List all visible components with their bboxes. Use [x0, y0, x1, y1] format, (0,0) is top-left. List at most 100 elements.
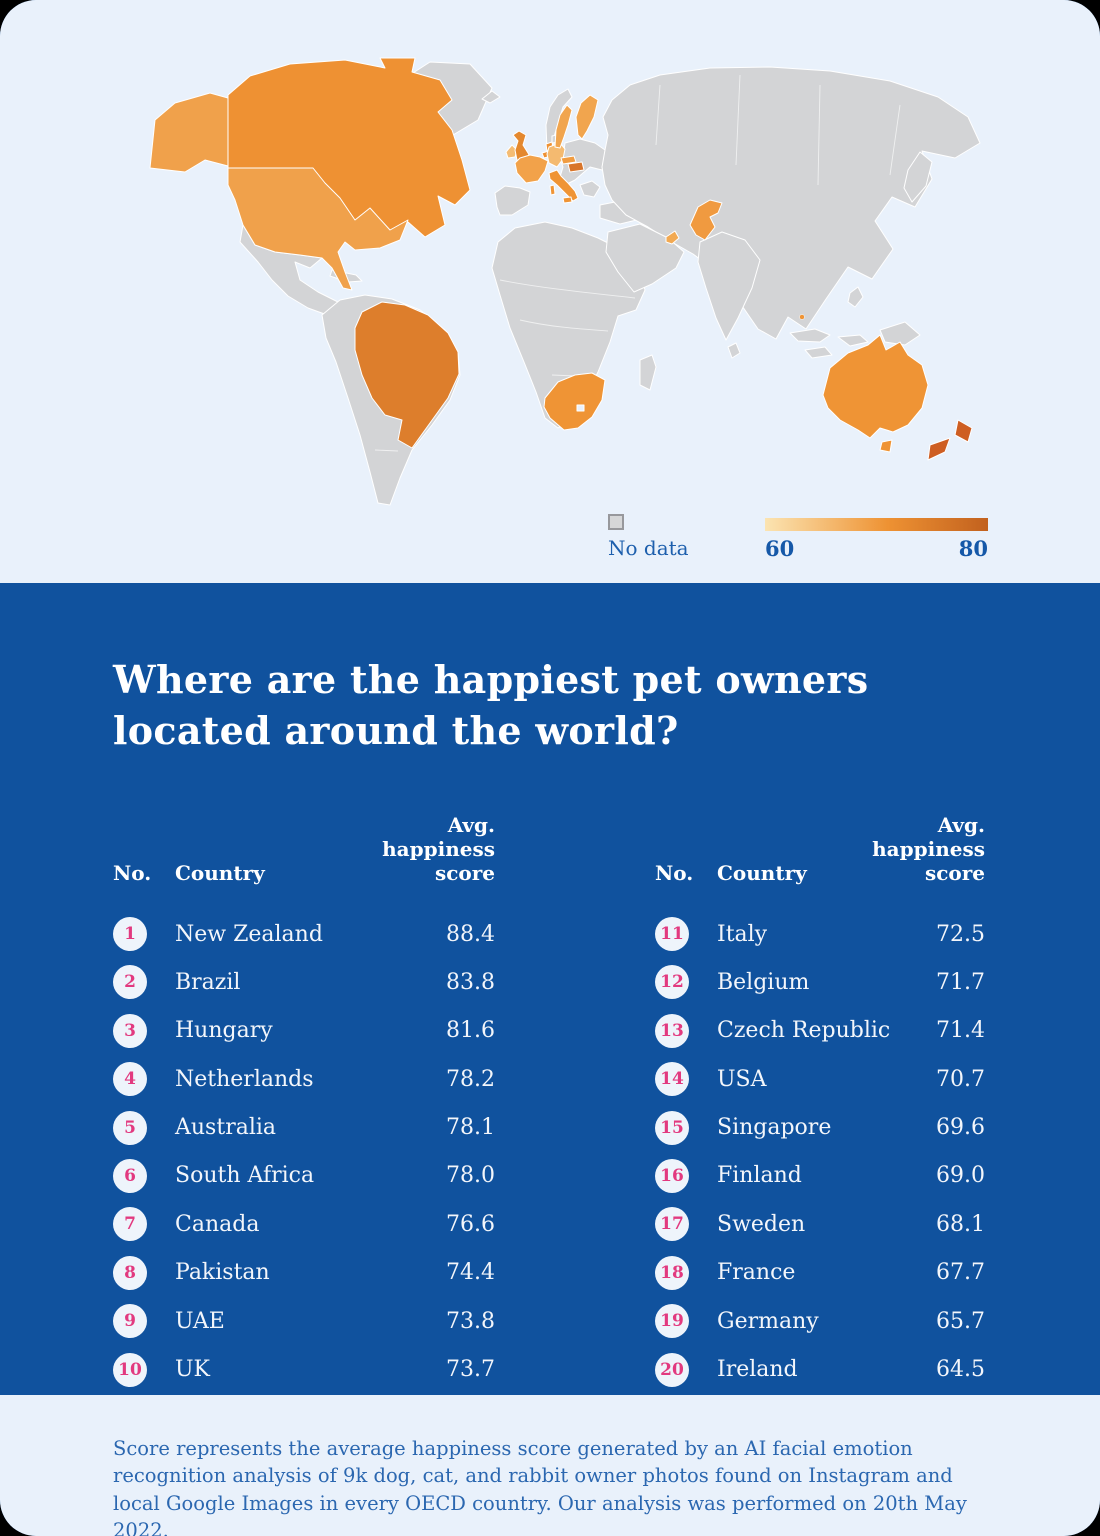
- rank-badge: 8: [113, 1255, 147, 1290]
- country-new-zealand-north: [954, 419, 973, 443]
- rank-badge: 18: [655, 1255, 689, 1290]
- country-name: UK: [175, 1357, 210, 1383]
- country-italy: [548, 169, 579, 202]
- table-row: 9 UAE 73.8: [113, 1297, 495, 1345]
- rank-badge: 11: [655, 917, 689, 951]
- happiness-score: 83.8: [446, 969, 495, 995]
- rank-number: 4: [124, 1069, 136, 1090]
- country-name: New Zealand: [175, 921, 323, 947]
- country-name: Netherlands: [175, 1066, 314, 1092]
- region-indonesia-1: [789, 328, 831, 343]
- country-india: [697, 231, 761, 341]
- happiness-score: 73.7: [446, 1357, 495, 1383]
- happiness-score: 78.1: [446, 1115, 495, 1141]
- table-rows-right: 11 Italy 72.5 12 Belgium 71.7 13 Czech R…: [655, 910, 985, 1394]
- country-name: France: [717, 1260, 796, 1286]
- country-pakistan: [689, 199, 723, 241]
- page-title: Where are the happiest pet owners locate…: [113, 655, 985, 757]
- rank-badge: 12: [655, 965, 689, 1000]
- ranking-section: Where are the happiest pet owners locate…: [0, 583, 1100, 1395]
- happiness-score: 70.7: [936, 1066, 985, 1092]
- table-row: 12 Belgium 71.7: [655, 958, 985, 1006]
- country-france: [514, 154, 549, 184]
- rank-badge: 2: [113, 965, 147, 1000]
- table-row: 7 Canada 76.6: [113, 1200, 495, 1248]
- rank-number: 8: [124, 1262, 136, 1283]
- country-name: Italy: [717, 921, 768, 947]
- rank-number: 12: [660, 972, 684, 993]
- country-finland: [575, 94, 599, 140]
- rank-number: 11: [660, 924, 684, 944]
- happiness-score: 88.4: [446, 921, 495, 947]
- legend-gradient-bar: [765, 518, 988, 531]
- header-no: No.: [655, 860, 694, 885]
- rank-number: 17: [660, 1214, 684, 1235]
- region-arabia: [605, 223, 685, 293]
- ranking-table: No. Country Avg. happiness score 1 New Z…: [113, 813, 985, 1394]
- table-row: 10 UK 73.7: [113, 1345, 495, 1393]
- rank-badge: 9: [113, 1304, 147, 1339]
- country-new-guinea: [879, 321, 921, 346]
- happiness-score: 71.7: [936, 969, 985, 995]
- table-row: 13 Czech Republic 71.4: [655, 1007, 985, 1055]
- country-uae: [665, 230, 680, 245]
- rank-badge: 19: [655, 1304, 689, 1339]
- rank-number: 16: [660, 1165, 684, 1186]
- no-data-label: No data: [608, 536, 689, 560]
- country-new-zealand-south: [927, 437, 951, 461]
- country-name: Pakistan: [175, 1260, 270, 1286]
- table-column-right: No. Country Avg. happiness score 11 Ital…: [655, 813, 985, 1394]
- country-australia-tasmania: [879, 439, 893, 453]
- country-name: USA: [717, 1066, 767, 1092]
- rank-number: 14: [660, 1069, 684, 1090]
- table-row: 2 Brazil 83.8: [113, 958, 495, 1006]
- rank-number: 5: [124, 1117, 136, 1138]
- country-name: Sweden: [717, 1211, 806, 1237]
- country-alaska-usa: [149, 92, 229, 173]
- no-data-swatch: [608, 514, 624, 530]
- legend-color-scale: 60 80: [765, 518, 988, 561]
- rank-badge: 3: [113, 1013, 147, 1048]
- header-no: No.: [113, 860, 152, 885]
- country-name: Ireland: [717, 1357, 798, 1383]
- country-name: UAE: [175, 1308, 225, 1334]
- table-header-right: No. Country Avg. happiness score: [655, 813, 985, 885]
- legend-max-label: 80: [958, 536, 988, 561]
- country-name: Belgium: [717, 969, 810, 995]
- rank-badge: 13: [655, 1013, 689, 1048]
- table-row: 3 Hungary 81.6: [113, 1007, 495, 1055]
- country-lesotho: [576, 404, 585, 412]
- rank-badge: 14: [655, 1062, 689, 1097]
- country-name: Australia: [175, 1115, 277, 1141]
- rank-number: 6: [124, 1165, 136, 1186]
- country-brazil: [354, 301, 460, 449]
- happiness-score: 76.6: [446, 1211, 495, 1237]
- table-row: 15 Singapore 69.6: [655, 1103, 985, 1151]
- table-row: 19 Germany 65.7: [655, 1297, 985, 1345]
- table-rows-left: 1 New Zealand 88.4 2 Brazil 83.8 3 Hunga…: [113, 910, 495, 1394]
- rank-badge: 17: [655, 1207, 689, 1242]
- rank-badge: 16: [655, 1158, 689, 1193]
- country-australia: [822, 334, 929, 439]
- country-name: Finland: [717, 1163, 802, 1189]
- country-name: Czech Republic: [717, 1018, 891, 1044]
- rank-number: 2: [124, 972, 136, 993]
- table-row: 16 Finland 69.0: [655, 1152, 985, 1200]
- happiness-score: 78.0: [446, 1163, 495, 1189]
- rank-number: 9: [124, 1311, 136, 1332]
- rank-badge: 20: [655, 1352, 689, 1387]
- country-name: Brazil: [175, 969, 241, 995]
- rank-badge: 7: [113, 1207, 147, 1242]
- table-row: 20 Ireland 64.5: [655, 1345, 985, 1393]
- happiness-score: 73.8: [446, 1308, 495, 1334]
- table-row: 4 Netherlands 78.2: [113, 1055, 495, 1103]
- happiness-score: 72.5: [936, 921, 985, 947]
- happiness-score: 78.2: [446, 1066, 495, 1092]
- table-row: 14 USA 70.7: [655, 1055, 985, 1103]
- table-header-left: No. Country Avg. happiness score: [113, 813, 495, 885]
- country-madagascar: [639, 354, 657, 391]
- rank-number: 1: [124, 924, 136, 944]
- happiness-score: 74.4: [446, 1260, 495, 1286]
- happiness-score: 69.0: [936, 1163, 985, 1189]
- country-sweden: [554, 104, 573, 149]
